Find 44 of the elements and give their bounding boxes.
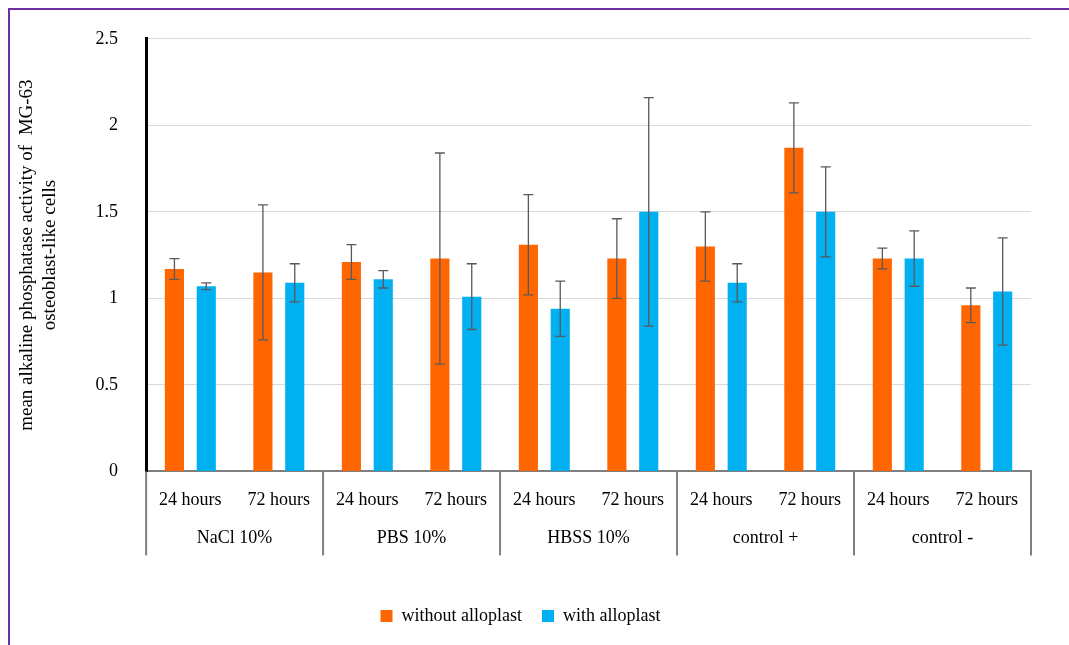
x-tick-label: 72 hours — [601, 488, 665, 509]
y-tick-label: 2 — [109, 114, 119, 135]
y-tick-label: 2.5 — [95, 27, 119, 48]
legend-label: without alloplast — [401, 604, 523, 625]
y-tick-label: 1.5 — [95, 200, 119, 221]
text: control - — [911, 527, 974, 548]
x-tick-label: 72 hours — [424, 488, 488, 509]
bar — [639, 211, 659, 471]
legend-label: with alloplast — [563, 604, 661, 625]
bar — [285, 282, 305, 471]
bar — [993, 291, 1013, 471]
text: HBSS 10% — [547, 527, 630, 548]
bar — [816, 211, 836, 471]
bar — [872, 258, 892, 471]
text: control + — [732, 527, 799, 548]
bar — [607, 258, 627, 471]
x-tick-label: 72 hours — [247, 488, 311, 509]
bar — [373, 279, 393, 471]
bar — [784, 147, 804, 471]
x-tick-label: 24 hours — [336, 488, 399, 509]
bar — [518, 244, 538, 471]
x-tick-label: 72 hours — [778, 488, 842, 509]
bar — [430, 258, 450, 471]
x-tick-label: 24 hours — [159, 488, 222, 509]
y-axis-title: mean alkaline phosphatase activity of MG-63 osteoblast-like cells — [15, 79, 60, 431]
x-tick-label: 24 hours — [513, 488, 576, 509]
x-tick-label: 24 hours — [690, 488, 753, 509]
text: PBS 10% — [376, 527, 447, 548]
x-tick-label: 24 hours — [867, 488, 930, 509]
bar — [164, 268, 184, 471]
bar — [550, 308, 570, 471]
bar — [904, 258, 924, 471]
text: NaCl 10% — [196, 527, 273, 548]
bar — [253, 272, 273, 471]
y-tick-label: 0.5 — [95, 373, 119, 394]
bar — [961, 305, 981, 471]
y-tick-label: 0 — [109, 460, 119, 481]
x-tick-label: 72 hours — [955, 488, 1019, 509]
bar — [341, 262, 361, 471]
bar — [462, 296, 482, 471]
bar — [695, 246, 715, 471]
y-tick-label: 1 — [109, 287, 119, 308]
bar — [727, 282, 747, 471]
bar — [196, 286, 216, 471]
